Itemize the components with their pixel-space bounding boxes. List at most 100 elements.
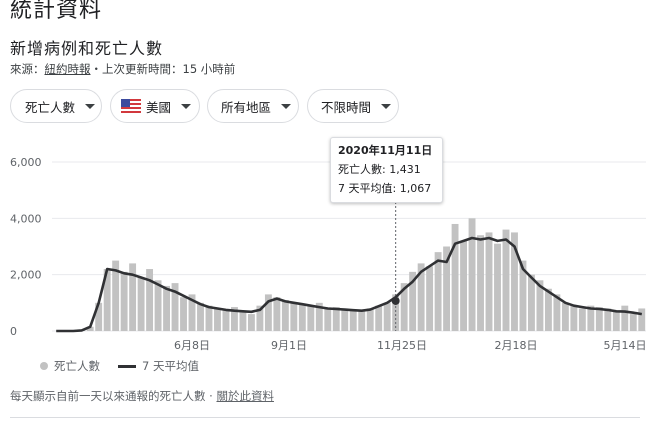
- region-dropdown-label: 所有地區: [221, 99, 272, 115]
- bar: [451, 223, 459, 331]
- time-range-dropdown[interactable]: 不限時間: [307, 89, 399, 123]
- source-prefix: 來源：: [10, 62, 45, 76]
- divider: [10, 417, 640, 418]
- chevron-down-icon: [381, 103, 392, 109]
- bar: [146, 269, 154, 331]
- series-line-7-day-average: [56, 236, 643, 333]
- bar: [332, 307, 340, 331]
- bar: [612, 311, 620, 331]
- bar: [561, 302, 569, 331]
- x-tick-label: 6月8日: [174, 339, 210, 352]
- bar: [222, 309, 230, 331]
- bar: [536, 280, 544, 331]
- bar: [443, 246, 451, 331]
- y-tick-label: 6,000: [10, 156, 42, 169]
- bar: [256, 305, 264, 331]
- tooltip-deaths: 死亡人數: 1,431: [338, 163, 421, 176]
- us-flag-icon: [121, 99, 141, 113]
- source-link[interactable]: 紐約時報: [44, 62, 91, 76]
- bar: [137, 277, 145, 331]
- bar: [281, 300, 289, 331]
- time-range-dropdown-label: 不限時間: [321, 99, 372, 115]
- chart-legend: 死亡人數 7 天平均值: [40, 358, 199, 374]
- page-subtitle: 新增病例和死亡人數: [10, 39, 164, 58]
- bar: [511, 232, 518, 331]
- update-time: ・上次更新時間：15 小時前: [90, 62, 236, 76]
- bar: [434, 252, 442, 331]
- bar: [578, 308, 586, 331]
- country-dropdown[interactable]: 美國: [110, 89, 200, 123]
- bar: [205, 305, 213, 331]
- bar: [290, 302, 298, 331]
- metric-dropdown[interactable]: 死亡人數: [10, 89, 102, 123]
- chevron-down-icon: [181, 103, 192, 109]
- bar: [163, 285, 170, 331]
- bar: [120, 271, 128, 331]
- bar: [468, 218, 476, 331]
- bar: [197, 302, 204, 331]
- bar: [341, 308, 349, 331]
- bar: [621, 305, 629, 331]
- bar: [544, 288, 552, 331]
- bar: [273, 297, 281, 331]
- legend-bars-label: 死亡人數: [54, 359, 100, 373]
- hover-marker-point: [391, 296, 400, 305]
- bar: [477, 235, 484, 331]
- bar: [239, 311, 247, 331]
- bar: [315, 302, 323, 331]
- bar: [247, 314, 255, 331]
- bar: [358, 311, 366, 331]
- bar: [553, 294, 561, 331]
- legend-line-label: 7 天平均值: [142, 359, 199, 373]
- bar: [231, 307, 238, 331]
- metric-dropdown-label: 死亡人數: [25, 99, 76, 115]
- legend-line-icon: [118, 364, 136, 368]
- bar: [595, 307, 603, 331]
- footnote: 每天顯示自前一天以來通報的死亡人數 · 關於此資料: [10, 389, 274, 403]
- bar: [154, 280, 162, 331]
- chevron-down-icon: [281, 103, 292, 109]
- bar: [604, 308, 612, 331]
- bar: [188, 294, 196, 331]
- bar: [375, 305, 383, 331]
- x-tick-label: 9月1日: [271, 339, 307, 352]
- bar: [494, 243, 501, 331]
- bar: [171, 283, 179, 331]
- tooltip-average: 7 天平均值: 1,067: [338, 182, 432, 195]
- bar: [264, 294, 272, 331]
- bar: [460, 240, 467, 331]
- bar: [638, 308, 646, 331]
- bar: [528, 274, 535, 331]
- bar: [502, 229, 510, 331]
- bar: [485, 232, 493, 331]
- x-tick-label: 11月25日: [377, 339, 427, 352]
- chevron-down-icon: [85, 103, 96, 109]
- y-tick-label: 4,000: [10, 212, 42, 225]
- about-data-link[interactable]: 關於此資料: [216, 389, 274, 403]
- tooltip-date: 2020年11月11日: [338, 144, 433, 157]
- x-tick-label: 5月14日: [604, 339, 647, 352]
- bar: [417, 263, 425, 331]
- bar: [570, 305, 578, 331]
- bar: [95, 302, 103, 331]
- bar: [214, 308, 221, 331]
- x-tick-label: 2月18日: [495, 339, 538, 352]
- bar: [349, 309, 357, 331]
- bar: [324, 308, 332, 331]
- deaths-chart[interactable]: 0 2,000 4,000 6,000 6月8日 9月1日 11月25日 2月18日 5月14日: [0, 140, 650, 352]
- y-tick-label: 0: [10, 325, 17, 338]
- legend-dot-icon: [40, 362, 48, 370]
- bar: [307, 305, 315, 331]
- bar: [129, 263, 137, 331]
- chart-tooltip: 2020年11月11日 死亡人數: 1,431 7 天平均值: 1,067: [330, 137, 443, 203]
- region-dropdown[interactable]: 所有地區: [207, 89, 299, 123]
- bar: [519, 260, 527, 331]
- bar: [383, 302, 391, 331]
- bar: [103, 269, 111, 331]
- footnote-text: 每天顯示自前一天以來通報的死亡人數: [10, 389, 206, 403]
- bar: [409, 271, 417, 331]
- country-dropdown-label: 美國: [146, 99, 172, 115]
- y-tick-label: 2,000: [10, 269, 42, 282]
- bar: [629, 314, 637, 331]
- bar: [426, 266, 434, 331]
